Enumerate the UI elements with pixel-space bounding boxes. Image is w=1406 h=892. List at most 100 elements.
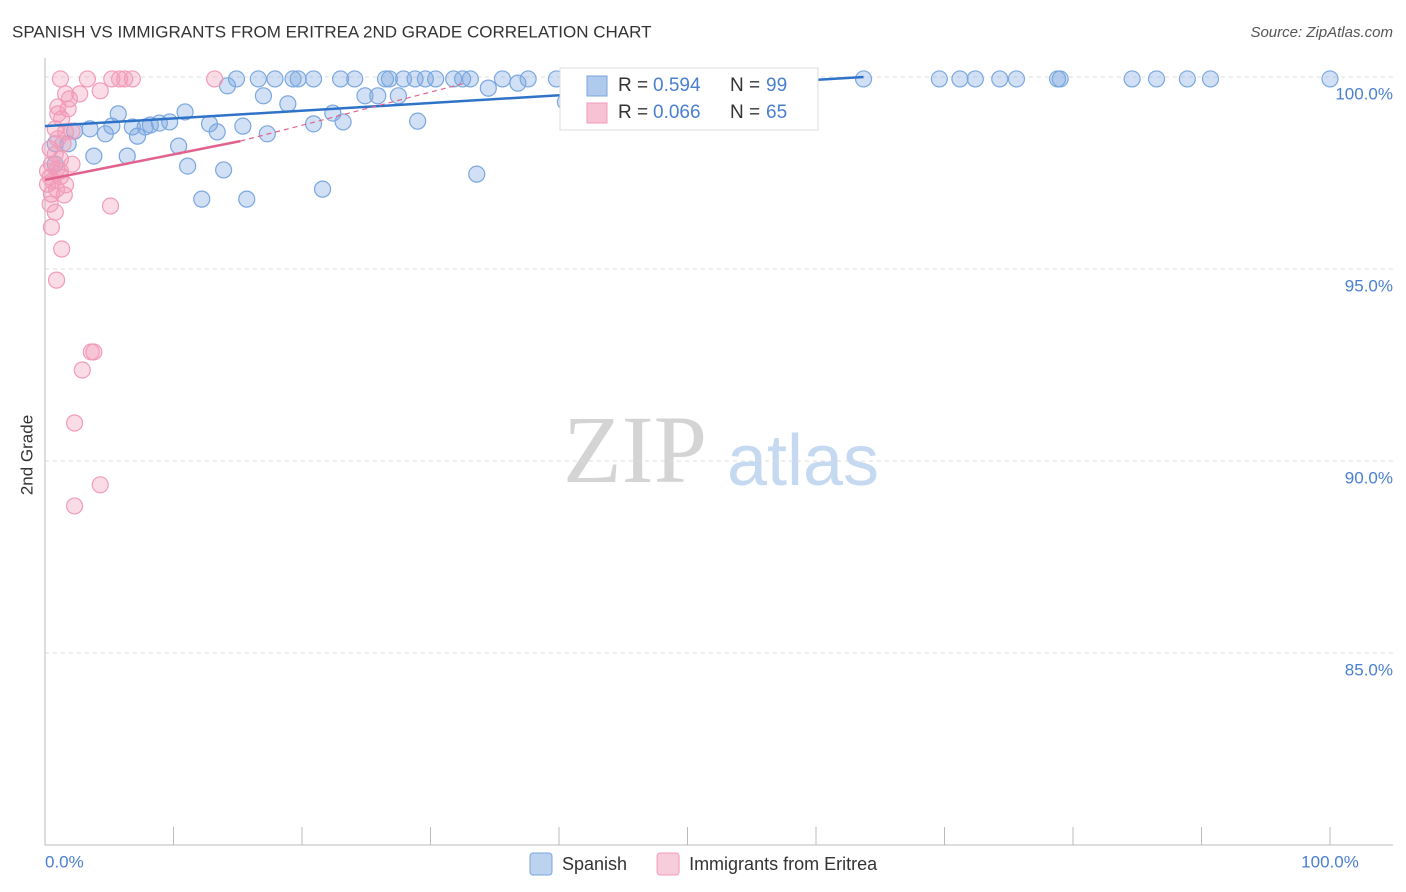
point — [1147, 70, 1166, 88]
legend-swatch — [586, 102, 608, 124]
point — [208, 123, 226, 141]
legend: R = 0.594 N = 99 R = 0.066 N = 65 — [559, 67, 819, 131]
point — [356, 87, 374, 105]
point — [227, 70, 246, 88]
point — [254, 87, 273, 105]
point — [59, 100, 77, 118]
point — [493, 70, 512, 88]
point — [193, 190, 211, 208]
point — [53, 240, 71, 258]
point — [468, 165, 486, 183]
point — [951, 70, 969, 88]
x-tick-label: 0.0% — [45, 852, 84, 871]
point — [38, 175, 57, 193]
point — [56, 176, 75, 194]
y-tick-label: 90.0% — [1345, 468, 1393, 487]
point — [854, 70, 873, 88]
point — [65, 414, 84, 432]
point — [1178, 70, 1196, 88]
point — [376, 70, 395, 88]
trend-line — [240, 82, 466, 142]
legend-swatch — [656, 852, 680, 876]
point — [85, 343, 103, 361]
point — [369, 87, 387, 105]
legend-n-label: N = — [730, 75, 760, 96]
point — [176, 103, 194, 121]
point — [249, 70, 267, 88]
plot-area — [38, 57, 1393, 846]
point — [380, 70, 398, 88]
point — [78, 70, 97, 88]
legend-r-label: R = — [618, 75, 648, 96]
point — [1007, 70, 1026, 88]
point — [91, 82, 109, 100]
y-tick-label: 100.0% — [1335, 84, 1393, 103]
point — [85, 147, 103, 165]
point — [1123, 70, 1141, 88]
point — [461, 70, 479, 88]
point — [304, 115, 323, 133]
point — [238, 190, 256, 208]
point — [1321, 70, 1339, 88]
y-axis-label: 2nd Grade — [17, 415, 36, 495]
point — [409, 112, 427, 130]
point — [71, 85, 89, 103]
point — [63, 122, 81, 140]
point — [91, 476, 109, 494]
legend-r-value: 0.594 — [653, 75, 701, 96]
point — [110, 70, 129, 88]
point — [519, 70, 537, 88]
point — [991, 70, 1009, 88]
point — [427, 70, 445, 88]
point — [161, 113, 179, 131]
point — [445, 70, 463, 88]
point — [54, 135, 72, 153]
point — [73, 361, 91, 379]
point — [279, 95, 297, 113]
trend-line — [44, 139, 241, 182]
point — [215, 161, 233, 179]
point — [331, 70, 350, 88]
point — [101, 197, 120, 215]
source: Source: ZipAtlas.com — [1250, 24, 1393, 41]
point — [313, 180, 332, 198]
legend-swatch — [586, 75, 608, 97]
legend-n-value: 99 — [766, 75, 787, 96]
legend-label: Spanish — [562, 854, 627, 874]
point — [966, 70, 984, 88]
point — [266, 70, 284, 88]
y-tick-label: 85.0% — [1345, 660, 1393, 679]
watermark: ZIP — [563, 396, 707, 503]
point — [509, 74, 527, 92]
point — [206, 70, 224, 88]
legend-label: Immigrants from Eritrea — [689, 854, 878, 874]
point — [234, 117, 252, 135]
point — [479, 79, 497, 97]
legend-n-value: 65 — [766, 102, 787, 123]
point — [51, 70, 70, 88]
y-tick-label: 95.0% — [1345, 276, 1393, 295]
point — [930, 70, 948, 88]
point — [334, 113, 352, 131]
point — [109, 105, 127, 123]
point — [1201, 70, 1220, 88]
point — [46, 203, 64, 221]
point — [42, 218, 61, 236]
point — [1051, 70, 1069, 88]
point — [123, 118, 141, 136]
legend-n-label: N = — [730, 102, 760, 123]
point — [123, 70, 141, 88]
legend-r-label: R = — [618, 102, 648, 123]
point — [65, 497, 84, 515]
chart-title: SPANISH VS IMMIGRANTS FROM ERITREA 2ND G… — [12, 22, 651, 41]
x-tick-label: 100.0% — [1301, 852, 1359, 871]
point — [47, 271, 66, 289]
legend-r-value: 0.066 — [653, 102, 701, 123]
point — [304, 70, 323, 88]
point — [284, 70, 302, 88]
point — [346, 70, 364, 88]
point — [289, 70, 307, 88]
point — [179, 157, 197, 175]
legend-swatch — [529, 852, 553, 876]
